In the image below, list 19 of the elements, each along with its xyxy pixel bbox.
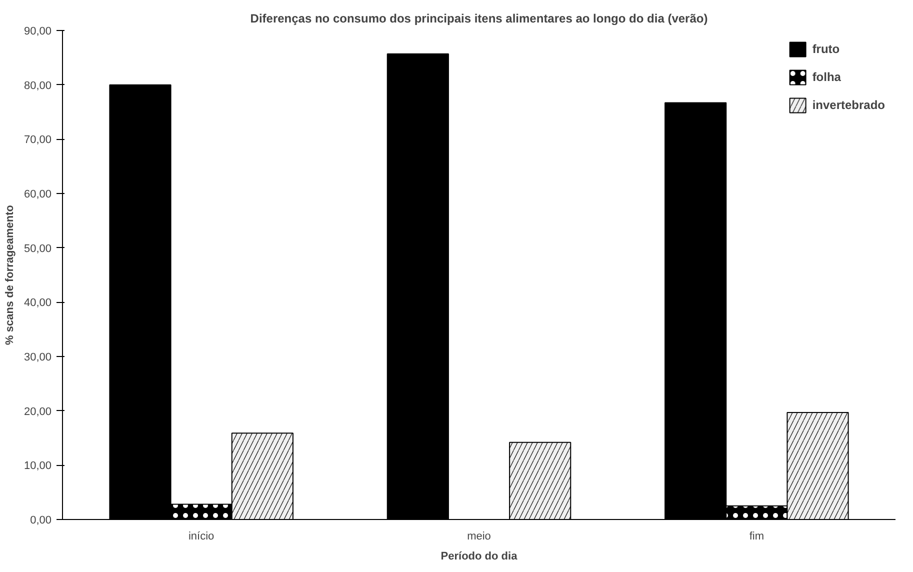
y-tick-label: 90,00: [24, 26, 52, 38]
y-tick-label: 10,00: [24, 460, 52, 472]
x-axis-title: Período do dia: [440, 550, 518, 562]
x-tick-label: fim: [749, 530, 764, 542]
y-tick-label: 30,00: [24, 352, 52, 364]
y-tick-label: 50,00: [24, 242, 52, 255]
y-tick-label: 80,00: [24, 80, 52, 92]
y-axis-title: % scans de forrageamento: [4, 204, 16, 345]
legend-label: folha: [812, 70, 841, 84]
legend-label: fruto: [812, 42, 840, 56]
legend-label: invertebrado: [812, 98, 885, 112]
y-tick-label: 40,00: [24, 297, 52, 310]
x-tick-label: início: [188, 530, 214, 542]
y-tick-label: 0,00: [30, 514, 52, 526]
chart-title: Diferenças no consumo dos principais itens alimentares ao longo do dia (verão): [250, 12, 708, 26]
x-tick-label: meio: [467, 530, 491, 542]
y-tick-label: 60,00: [24, 188, 52, 200]
y-tick-label: 20,00: [24, 406, 52, 418]
y-tick-label: 70,00: [24, 134, 52, 146]
